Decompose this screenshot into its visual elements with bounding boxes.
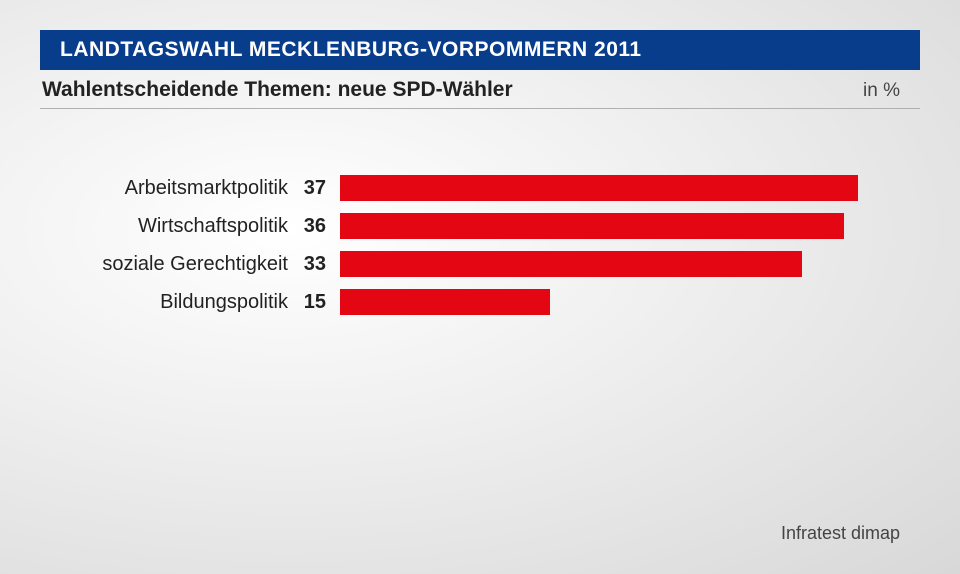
header-bar: LANDTAGSWAHL MECKLENBURG-VORPOMMERN 2011 [40,30,920,70]
bar-label: Arbeitsmarktpolitik [60,177,300,200]
bar-row: Arbeitsmarktpolitik37 [60,169,900,207]
bar-track [340,175,900,201]
bar-fill [340,289,550,315]
bar-label: soziale Gerechtigkeit [60,253,300,276]
bar-value: 15 [300,291,340,314]
bar-track [340,289,900,315]
bar-track [340,251,900,277]
bar-fill [340,175,858,201]
bar-fill [340,251,802,277]
bar-label: Wirtschaftspolitik [60,215,300,238]
bar-value: 33 [300,253,340,276]
source-attribution: Infratest dimap [781,523,900,544]
bar-value: 37 [300,177,340,200]
bar-row: Wirtschaftspolitik36 [60,207,900,245]
subtitle-row: Wahlentscheidende Themen: neue SPD-Wähle… [40,78,920,109]
bar-chart: Arbeitsmarktpolitik37Wirtschaftspolitik3… [60,169,900,321]
bar-fill [340,213,844,239]
page-title: LANDTAGSWAHL MECKLENBURG-VORPOMMERN 2011 [60,38,642,61]
bar-label: Bildungspolitik [60,291,300,314]
bar-value: 36 [300,215,340,238]
bar-track [340,213,900,239]
bar-row: soziale Gerechtigkeit33 [60,245,900,283]
chart-subtitle: Wahlentscheidende Themen: neue SPD-Wähle… [42,78,513,102]
bar-row: Bildungspolitik15 [60,283,900,321]
unit-label: in % [863,80,900,102]
